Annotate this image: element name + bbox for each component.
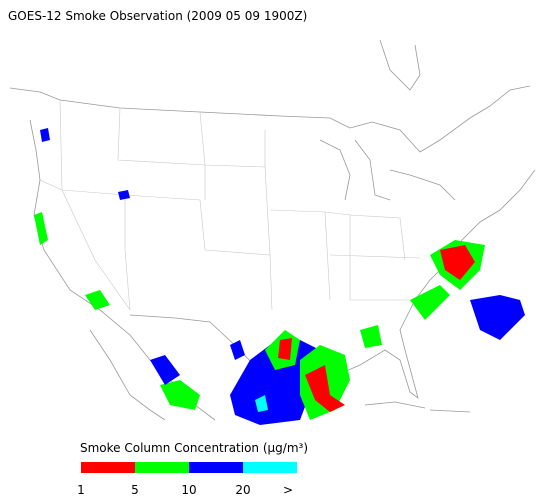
legend-swatch [135,462,189,473]
smoke-plume [40,128,50,142]
state-borders [39,99,421,311]
smoke-plume [34,212,48,245]
title: GOES-12 Smoke Observation (2009 05 09 19… [8,9,307,23]
legend-swatch [243,462,297,473]
smoke-plume [440,245,475,280]
legend-tick-label: > [283,483,293,497]
legend-label: Smoke Column Concentration (μg/m³) [80,441,308,455]
smoke-plume [230,340,320,425]
smoke-plume [150,355,180,385]
legend-tick-label: 10 [181,483,196,497]
smoke-plume [85,290,110,310]
smoke-plume [278,338,292,360]
smoke-plume [305,365,345,412]
smoke-plume [360,325,382,348]
legend-tick-label: 1 [77,483,85,497]
smoke-plume [410,285,450,320]
legend-tick-label: 5 [131,483,139,497]
legend-tick-label: 20 [235,483,250,497]
legend-swatch [189,462,243,473]
legend: 1 5 10 20 > [77,462,297,497]
smoke-plume [470,295,525,340]
smoke-plumes [34,128,525,425]
smoke-plume [255,395,268,412]
smoke-plume [230,340,245,360]
smoke-plume [160,380,200,410]
legend-swatch [81,462,135,473]
smoke-plume [118,190,130,200]
